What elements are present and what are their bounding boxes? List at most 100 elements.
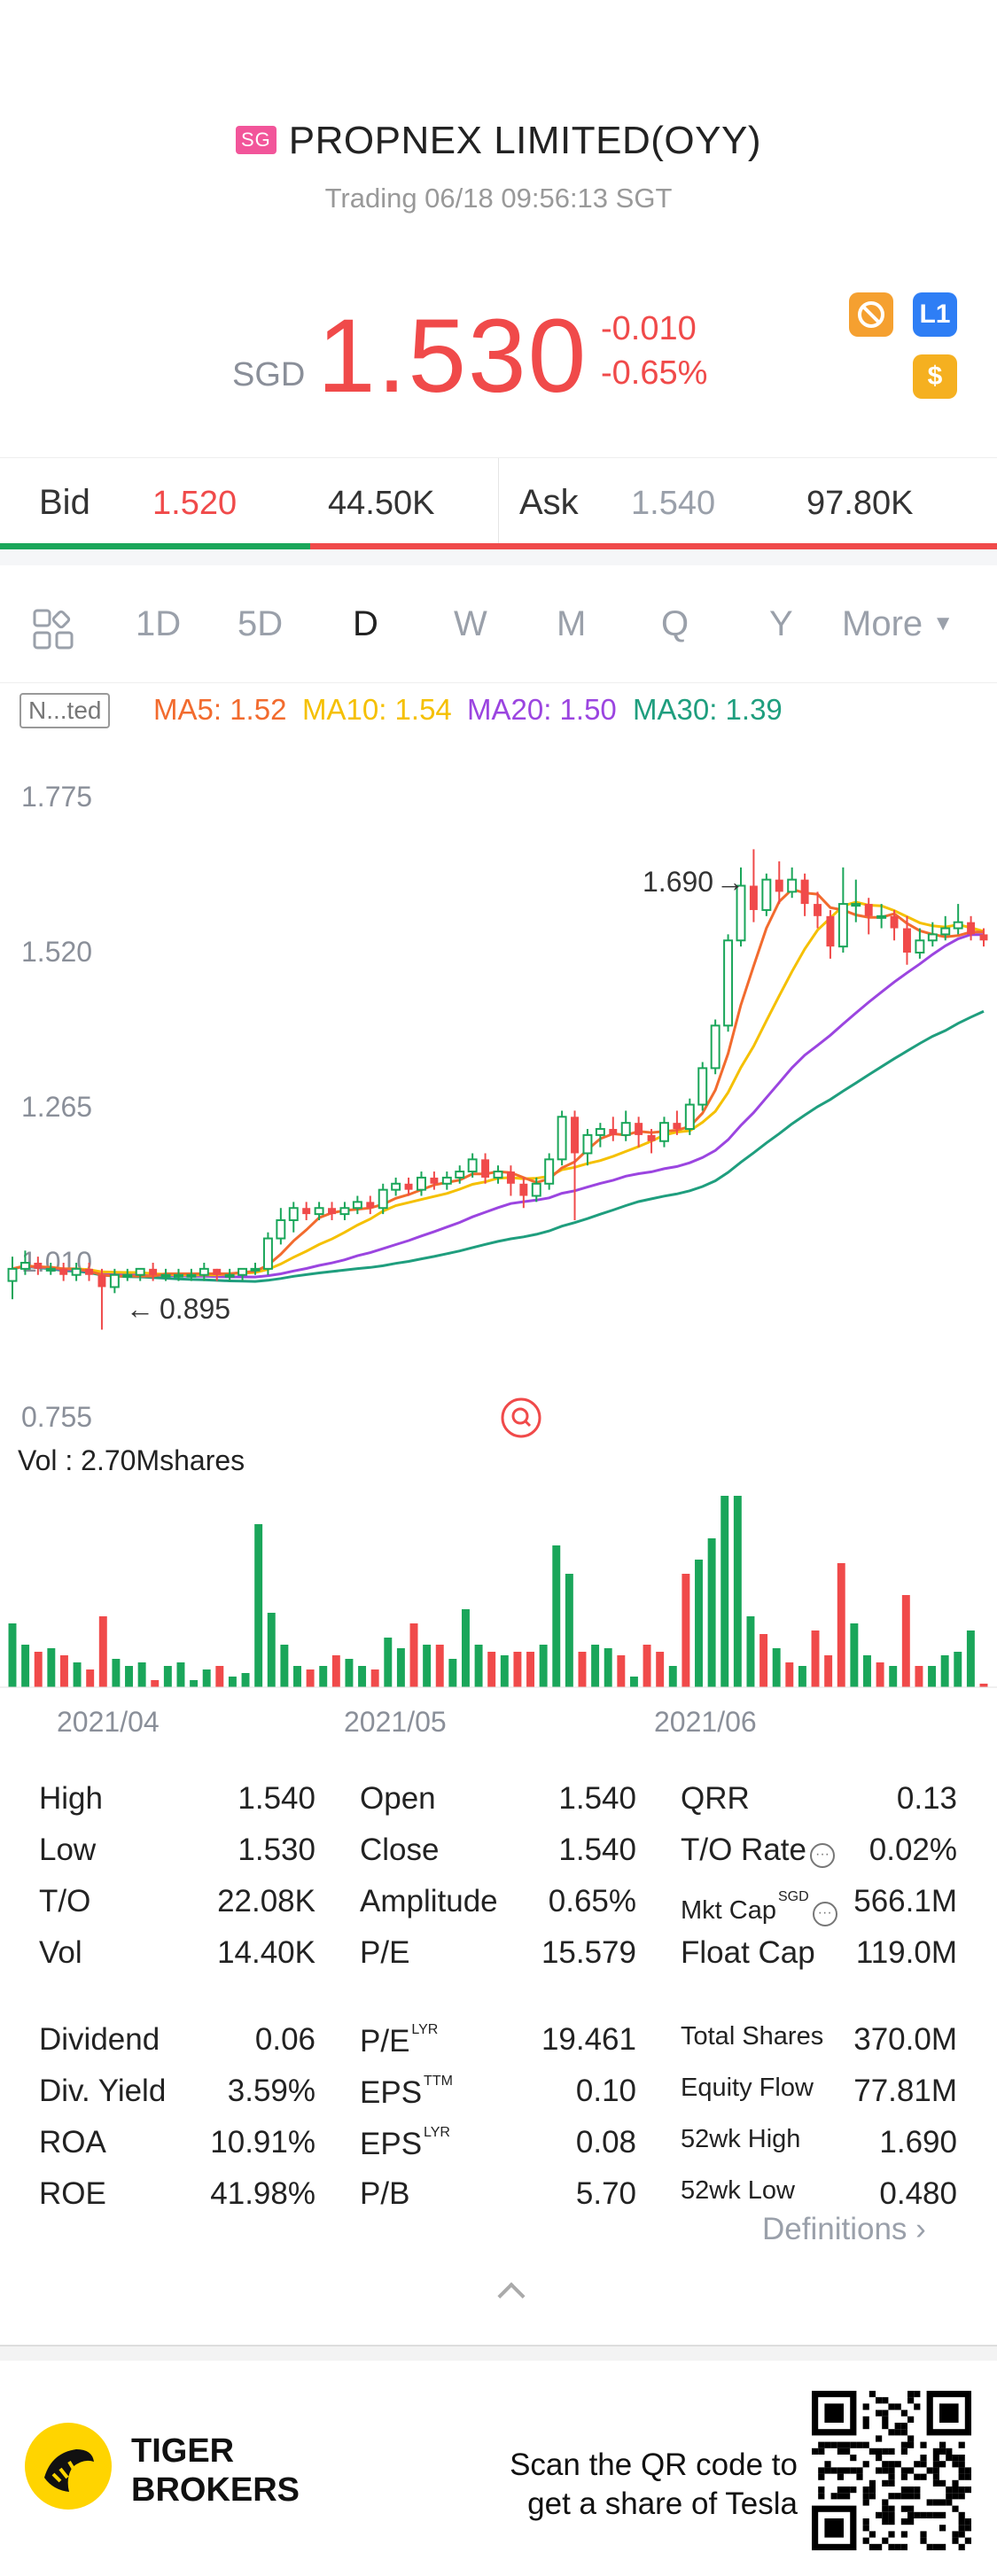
candle — [531, 1177, 541, 1202]
candle — [979, 928, 988, 947]
candle — [903, 915, 911, 965]
arrow-right-icon: → — [716, 866, 744, 898]
candle — [328, 1202, 336, 1220]
stat-superscript: LYR — [411, 2022, 439, 2037]
candle — [213, 1268, 222, 1281]
stats-row: Div. Yield 3.59% EPS TTM 0.10 Equity Flow 77.8… — [0, 2074, 997, 2125]
chevron-up-icon[interactable] — [497, 2282, 526, 2310]
volume-bar — [668, 1666, 677, 1687]
volume-bar — [591, 1645, 600, 1687]
stat-value: 0.06 — [254, 2022, 315, 2057]
bid-strength-bar — [0, 543, 310, 550]
candle — [582, 1129, 593, 1166]
tab-1d[interactable]: 1D — [136, 604, 182, 643]
stat-value: 1.530 — [238, 1833, 315, 1867]
low-marker-label: 0.895 — [160, 1293, 230, 1325]
search-icon[interactable] — [501, 1397, 541, 1438]
candle — [97, 1268, 106, 1330]
candle — [571, 1110, 579, 1220]
tab-more[interactable]: More ▼ — [842, 604, 954, 644]
volume-bar — [617, 1655, 626, 1687]
candle — [851, 879, 861, 922]
candle — [186, 1268, 197, 1281]
candle — [7, 1257, 18, 1300]
dollar-icon[interactable]: $ — [913, 354, 957, 399]
qr-code[interactable] — [812, 2391, 971, 2550]
volume-bar — [8, 1623, 17, 1687]
volume-bar — [215, 1666, 224, 1687]
volume-label: Vol : 2.70Mshares — [18, 1444, 245, 1476]
tab-q[interactable]: Q — [661, 604, 689, 643]
volume-bar — [86, 1669, 95, 1687]
definitions-link[interactable]: Definitions › — [762, 2212, 926, 2247]
candle — [876, 904, 887, 929]
stat-value: 566.1M — [853, 1884, 957, 1918]
tab-5d[interactable]: 5D — [238, 604, 284, 643]
ask-size: 97.80K — [806, 485, 914, 522]
date-tick-label: 2021/06 — [654, 1706, 757, 1738]
candle — [940, 915, 951, 941]
brand-name: TIGER BROKERS — [131, 2432, 300, 2510]
change-value: -0.010 — [601, 310, 697, 347]
candle — [366, 1195, 375, 1215]
stat-label-text: Dividend — [39, 2022, 160, 2057]
info-icon[interactable]: ··· — [809, 1843, 835, 1868]
volume-bar — [876, 1662, 884, 1687]
volume-bar — [435, 1645, 444, 1687]
tab-m[interactable]: M — [557, 604, 587, 643]
candle — [339, 1202, 350, 1220]
low-marker: ← 0.895 — [126, 1293, 230, 1325]
change-percent: -0.65% — [601, 354, 708, 392]
candle — [224, 1268, 235, 1281]
price-tick-label: 1.775 — [21, 781, 92, 813]
stat-label-text: Total Shares — [681, 2022, 824, 2051]
stat-label-text: Low — [39, 1833, 97, 1867]
stat-superscript: LYR — [424, 2125, 450, 2140]
brand-line1: TIGER — [131, 2432, 235, 2470]
stat-value: 0.02% — [868, 1833, 957, 1867]
ma-legend: N...ted MA5: 1.52 MA10: 1.54 MA20: 1.50 … — [0, 691, 997, 735]
stats-row: Low 1.530 Close 1.540 T/O Rate ··· 0.02% — [0, 1833, 997, 1884]
stat-label: P/B — [360, 2176, 409, 2212]
price-tick-label: 1.265 — [21, 1091, 92, 1123]
stat-label: EPS TTM — [360, 2074, 453, 2111]
tab-w[interactable]: W — [454, 604, 487, 643]
volume-bar — [811, 1630, 820, 1687]
candle — [800, 873, 809, 916]
stat-label: Float Cap — [681, 1935, 815, 1971]
volume-bar — [966, 1630, 975, 1687]
volume-bar — [500, 1655, 509, 1687]
bid-ask-divider — [498, 458, 499, 543]
tab-d[interactable]: D — [353, 604, 378, 643]
ma5-line — [12, 887, 984, 1278]
candle — [814, 891, 822, 929]
level1-icon[interactable]: L1 — [913, 292, 957, 337]
stat-label-text: ROE — [39, 2176, 106, 2211]
candle — [109, 1268, 120, 1294]
volume-bar — [176, 1662, 185, 1687]
tab-y[interactable]: Y — [769, 604, 793, 643]
volume-bar — [720, 1496, 729, 1687]
info-icon[interactable]: ··· — [812, 1902, 837, 1926]
stat-label-text: T/O Rate — [681, 1833, 806, 1867]
candle — [135, 1267, 145, 1281]
stat-label: Close — [360, 1833, 439, 1868]
footer-strip — [0, 2346, 997, 2361]
section-gap — [0, 549, 997, 565]
stat-label: ROE — [39, 2176, 106, 2212]
bid-ask-panel: Bid 1.520 44.50K Ask 1.540 97.80K — [0, 457, 997, 550]
stats-row: T/O 22.08K Amplitude 0.65% Mkt Cap SGD··· 566.… — [0, 1884, 997, 1935]
caret-down-icon: ▼ — [932, 611, 954, 635]
volume-bar — [487, 1652, 496, 1687]
candle — [864, 898, 873, 935]
adjust-mode-button[interactable]: N...ted — [19, 693, 111, 728]
volume-bar — [772, 1648, 781, 1687]
date-axis: 2021/04 2021/05 2021/06 — [57, 1706, 757, 1738]
no-short-icon[interactable] — [849, 292, 893, 337]
ma20-line — [12, 933, 985, 1279]
volume-bar — [526, 1652, 535, 1687]
candle — [826, 909, 835, 959]
stat-label: High — [39, 1781, 103, 1817]
candle — [59, 1263, 68, 1281]
